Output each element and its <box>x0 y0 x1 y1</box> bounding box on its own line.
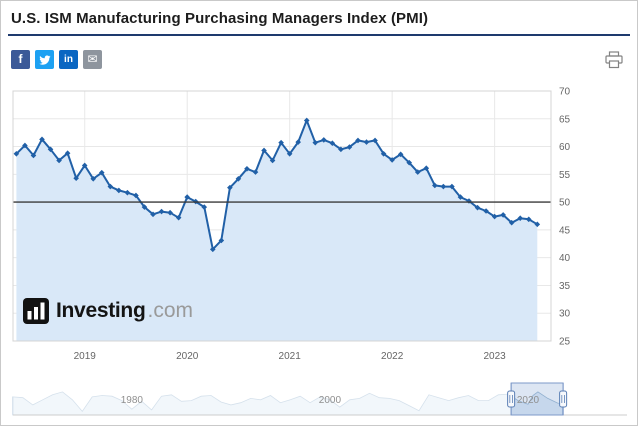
investing-logo-tld: .com <box>147 299 193 322</box>
email-share-button[interactable]: ✉ <box>83 50 102 69</box>
y-axis-label: 30 <box>559 309 571 320</box>
x-axis-label: 2019 <box>74 351 97 362</box>
social-share-bar: f in ✉ <box>11 50 102 69</box>
y-axis-label: 45 <box>559 225 571 236</box>
navigator-fade-right <box>563 383 627 415</box>
printer-icon <box>605 51 623 69</box>
investing-logo-text: Investing <box>56 299 146 322</box>
navigator-handle-right[interactable] <box>559 383 568 415</box>
y-axis-label: 50 <box>559 198 571 209</box>
facebook-icon: f <box>18 52 23 66</box>
plot-border <box>12 90 552 342</box>
pmi-chart-svg[interactable]: 70 65 60 55 50 45 40 35 30 25 2019 2020 2021 2022 2023… <box>9 87 633 421</box>
x-axis-label: 2021 <box>279 351 302 362</box>
navigator-handle-left[interactable] <box>507 383 516 415</box>
twitter-bird-icon <box>38 54 50 65</box>
y-axis-label: 65 <box>559 114 571 125</box>
navigator-label: 2000 <box>319 395 342 406</box>
investing-logo-icon <box>23 298 49 324</box>
linkedin-icon: in <box>64 54 73 65</box>
pmi-markers <box>13 117 541 253</box>
facebook-share-button[interactable]: f <box>11 50 30 69</box>
twitter-share-button[interactable] <box>35 50 54 69</box>
navigator-selection[interactable] <box>510 382 564 416</box>
page-title: U.S. ISM Manufacturing Purchasing Manage… <box>11 10 429 27</box>
navigator-fade-left <box>13 383 512 415</box>
investing-logo: Investing .com <box>23 298 193 324</box>
y-axis-label: 35 <box>559 281 571 292</box>
x-axis-label: 2023 <box>484 351 507 362</box>
x-axis-label: 2022 <box>381 351 404 362</box>
title-divider <box>8 34 630 36</box>
y-axis-label: 55 <box>559 170 571 181</box>
navigator[interactable]: 1980 2000 2020 <box>12 382 627 416</box>
navigator-label: 1980 <box>121 395 144 406</box>
pmi-area-fill <box>16 120 538 341</box>
x-axis-label: 2020 <box>176 351 199 362</box>
print-button[interactable] <box>604 51 624 72</box>
y-axis-label: 70 <box>559 87 571 98</box>
linkedin-share-button[interactable]: in <box>59 50 78 69</box>
y-axis-label: 60 <box>559 142 571 153</box>
email-envelope-icon: ✉ <box>87 52 98 66</box>
pmi-series[interactable] <box>13 117 541 341</box>
y-axis-label: 25 <box>559 337 571 348</box>
navigator-label: 2020 <box>517 395 540 406</box>
y-axis-label: 40 <box>559 253 571 264</box>
